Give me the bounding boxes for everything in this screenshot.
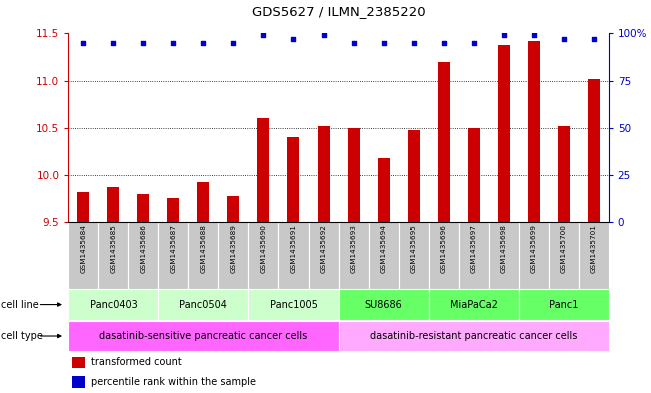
Bar [249,222,279,289]
Bar [378,158,389,222]
Text: Panc0504: Panc0504 [180,299,227,310]
Bar [348,128,359,222]
Point [438,40,449,46]
Bar [579,222,609,289]
Bar [339,222,368,289]
Text: GSM1435687: GSM1435687 [171,224,176,273]
Bar [158,290,249,320]
Text: Panc1005: Panc1005 [270,299,318,310]
Bar [68,321,339,351]
Bar [288,137,299,222]
Point [378,40,389,46]
Bar [528,41,540,222]
Bar [197,182,210,222]
Text: dasatinib-resistant pancreatic cancer cells: dasatinib-resistant pancreatic cancer ce… [370,331,577,341]
Text: cell type: cell type [1,331,43,341]
Text: GSM1435699: GSM1435699 [531,224,536,273]
Bar [158,222,188,289]
Point [78,40,89,46]
Bar [72,376,85,388]
Bar [489,222,519,289]
Bar [519,222,549,289]
Text: GSM1435700: GSM1435700 [561,224,566,273]
Point [408,40,419,46]
Bar [428,222,458,289]
Text: GSM1435690: GSM1435690 [260,224,266,273]
Bar [368,222,398,289]
Text: GSM1435695: GSM1435695 [411,224,417,273]
Text: SU8686: SU8686 [365,299,402,310]
Bar [519,290,609,320]
Bar [77,192,89,222]
Text: percentile rank within the sample: percentile rank within the sample [91,377,256,387]
Text: GDS5627 / ILMN_2385220: GDS5627 / ILMN_2385220 [252,5,425,18]
Bar [309,222,339,289]
Bar [318,126,329,222]
Point [348,40,359,46]
Text: Panc0403: Panc0403 [89,299,137,310]
Bar [558,126,570,222]
Point [288,36,299,42]
Text: GSM1435689: GSM1435689 [230,224,236,273]
Bar [458,222,489,289]
Point [589,36,599,42]
Bar [258,118,270,222]
Bar [68,222,98,289]
Bar [107,187,119,222]
Text: GSM1435693: GSM1435693 [350,224,357,273]
Text: GSM1435698: GSM1435698 [501,224,506,273]
Bar [549,222,579,289]
Bar [249,290,339,320]
Point [529,32,539,39]
Text: GSM1435684: GSM1435684 [80,224,87,273]
Text: GSM1435685: GSM1435685 [111,224,117,273]
Bar [188,222,219,289]
Bar [167,198,180,222]
Bar [98,222,128,289]
Point [318,32,329,39]
Bar [408,130,420,222]
Point [499,32,509,39]
Bar [497,45,510,222]
Bar [467,128,480,222]
Text: cell line: cell line [1,299,39,310]
Text: GSM1435692: GSM1435692 [320,224,327,273]
Bar [72,357,85,368]
Point [198,40,208,46]
Point [138,40,148,46]
Text: GSM1435694: GSM1435694 [381,224,387,273]
Point [229,40,239,46]
Text: GSM1435701: GSM1435701 [590,224,597,273]
Text: Panc1: Panc1 [549,299,578,310]
Bar [219,222,249,289]
Text: dasatinib-sensitive pancreatic cancer cells: dasatinib-sensitive pancreatic cancer ce… [100,331,307,341]
Bar [227,196,240,222]
Point [168,40,178,46]
Bar [339,321,609,351]
Point [108,40,118,46]
Bar [137,194,150,222]
Bar [437,62,450,222]
Bar [588,79,600,222]
Bar [428,290,519,320]
Bar [128,222,158,289]
Bar [279,222,309,289]
Point [559,36,569,42]
Text: GSM1435691: GSM1435691 [290,224,296,273]
Point [469,40,479,46]
Point [258,32,269,39]
Bar [68,290,158,320]
Text: GSM1435686: GSM1435686 [141,224,146,273]
Text: GSM1435688: GSM1435688 [201,224,206,273]
Text: MiaPaCa2: MiaPaCa2 [450,299,497,310]
Bar [339,290,428,320]
Text: GSM1435696: GSM1435696 [441,224,447,273]
Text: transformed count: transformed count [91,358,182,367]
Bar [398,222,428,289]
Text: GSM1435697: GSM1435697 [471,224,477,273]
